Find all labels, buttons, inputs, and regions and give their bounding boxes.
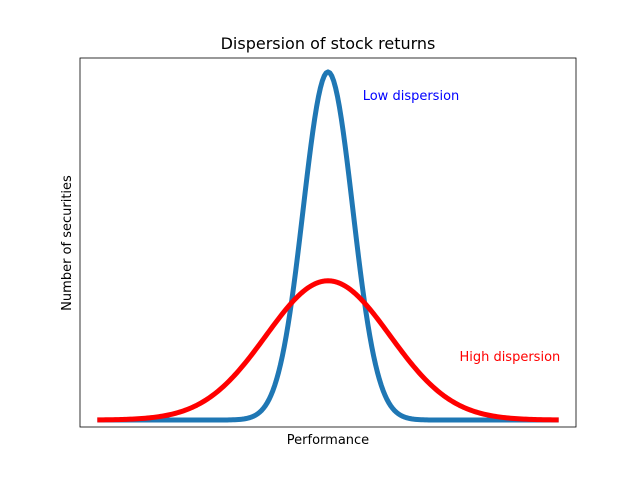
annotation-label-1: Low dispersion [363,89,460,104]
x-axis-label: Performance [287,433,369,448]
plot-area [80,58,576,427]
chart-title: Dispersion of stock returns [221,34,436,53]
y-axis-label: Number of securities [60,175,75,311]
plot-background [80,58,576,427]
annotation-label-2: High dispersion [459,350,560,365]
